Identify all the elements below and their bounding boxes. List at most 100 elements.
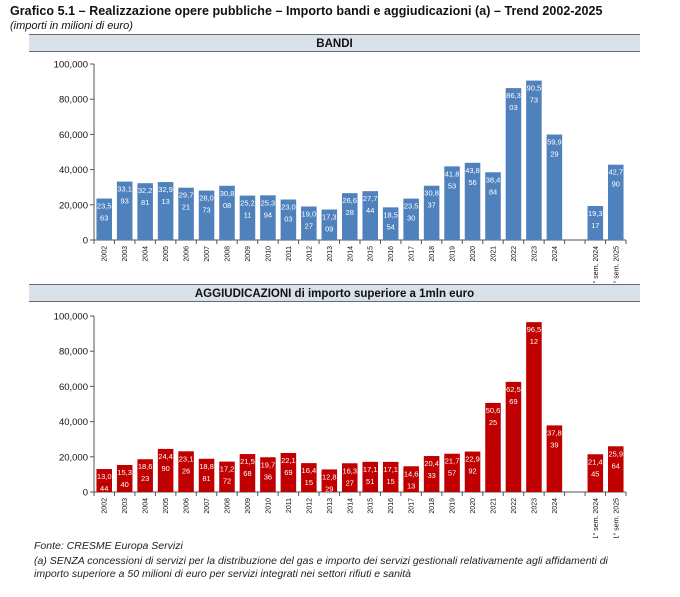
bar-value-label-continued: 56 xyxy=(468,178,476,187)
bar-value-label-continued: 23 xyxy=(141,474,149,483)
x-tick-label: 2012 xyxy=(306,498,313,514)
bar xyxy=(587,206,604,240)
bar-value-label: 28,0 xyxy=(199,194,214,203)
bar xyxy=(546,425,563,492)
x-tick-label: 2005 xyxy=(163,246,170,262)
bar-value-label: 42,7 xyxy=(608,168,623,177)
bar-value-label: 25,3 xyxy=(261,198,276,207)
bar-value-label-continued: 13 xyxy=(407,481,415,490)
bar-value-label: 26,6 xyxy=(342,196,357,205)
x-tick-label: 2002 xyxy=(102,498,109,514)
x-tick-label: 2009 xyxy=(245,246,252,262)
x-tick-label: 2011 xyxy=(286,246,293,261)
bar-value-label: 27,7 xyxy=(363,194,378,203)
bar xyxy=(341,193,358,240)
footnote-line-1: (a) SENZA concessioni di servizi per la … xyxy=(34,555,608,567)
bar-value-label-continued: 27 xyxy=(346,478,354,487)
x-tick-label: 2004 xyxy=(143,498,150,514)
bar xyxy=(362,461,379,492)
source-note: Fonte: CRESME Europa Servizi xyxy=(34,540,183,552)
bandi-chart-panel: BANDI 0 20,000 40,000 60,000 80,000 100,000 23… xyxy=(29,34,640,285)
bar-value-label: 21,7 xyxy=(445,457,460,466)
bar xyxy=(464,162,481,240)
bar-value-label: 25,9 xyxy=(608,449,623,458)
bar-value-label-continued: 51 xyxy=(366,477,374,486)
y-tick-label: 60,000 xyxy=(59,130,88,141)
x-tick-label: 2022 xyxy=(511,246,518,262)
bar-value-label-continued: 37 xyxy=(427,201,435,210)
bar xyxy=(362,191,379,240)
x-tick-label: 2019 xyxy=(450,246,457,262)
x-tick-label: 1° sem. 2025 xyxy=(612,498,620,538)
bar xyxy=(157,182,174,240)
bar xyxy=(178,451,194,492)
x-tick-label: 2017 xyxy=(409,498,416,514)
bar-value-label: 90,5 xyxy=(527,84,542,93)
bar-value-label: 30,8 xyxy=(424,189,439,198)
bar-value-label: 12,8 xyxy=(322,472,337,481)
x-tick-label: 2003 xyxy=(122,498,129,514)
bar-value-label: 23,0 xyxy=(281,203,296,212)
bar-value-label-continued: 73 xyxy=(202,206,210,215)
chart-title: Grafico 5.1 – Realizzazione opere pubbli… xyxy=(10,4,603,18)
y-tick-label: 20,000 xyxy=(59,452,88,463)
bar xyxy=(464,451,481,492)
x-tick-label: 2023 xyxy=(531,246,538,262)
x-tick-label: 2018 xyxy=(429,498,436,514)
x-tick-label: 2009 xyxy=(245,498,252,514)
bar xyxy=(321,209,338,240)
bar-value-label-continued: 12 xyxy=(530,337,538,346)
bar xyxy=(116,465,133,492)
bar-value-label: 41,8 xyxy=(445,169,460,178)
bar-value-label-continued: 33 xyxy=(427,471,435,480)
x-tick-label: 2015 xyxy=(368,246,375,262)
bar xyxy=(137,183,153,240)
bar-value-label-continued: 09 xyxy=(325,225,333,234)
bar xyxy=(96,198,113,240)
bar-value-label: 21,5 xyxy=(240,457,255,466)
x-tick-label: 1° sem. 2024 xyxy=(592,246,600,285)
bar xyxy=(157,448,174,492)
bar-value-label-continued: 81 xyxy=(141,198,149,207)
bar-value-label: 30,8 xyxy=(220,189,235,198)
bar-value-label: 22,9 xyxy=(465,455,480,464)
y-tick-label: 20,000 xyxy=(59,200,88,211)
bar-value-label-continued: 94 xyxy=(264,210,272,219)
bar-value-label: 29,7 xyxy=(179,191,194,200)
bar xyxy=(526,80,542,240)
bar-value-label-continued: 69 xyxy=(509,397,517,406)
x-tick-label: 2014 xyxy=(347,246,354,262)
bar xyxy=(280,199,297,240)
bar xyxy=(607,164,624,240)
x-tick-label: 2008 xyxy=(225,498,232,514)
y-tick-label: 60,000 xyxy=(59,382,88,393)
bar-value-label-continued: 29 xyxy=(325,484,333,493)
bar-value-label-continued: 40 xyxy=(121,480,129,489)
bar-value-label: 24,4 xyxy=(158,452,173,461)
bar xyxy=(587,454,604,492)
bar-value-label-continued: 13 xyxy=(161,197,169,206)
x-tick-label: 2006 xyxy=(184,498,191,514)
bar xyxy=(444,453,460,492)
bar-value-label-continued: 39 xyxy=(550,440,558,449)
x-tick-label: 2019 xyxy=(450,498,457,514)
bar-value-label: 38,4 xyxy=(486,175,501,184)
x-tick-label: 2013 xyxy=(327,246,334,262)
x-tick-label: 2010 xyxy=(265,498,272,514)
x-tick-label: 2017 xyxy=(409,246,416,262)
bar-value-label-continued: 11 xyxy=(244,211,252,220)
bar xyxy=(403,466,419,492)
x-tick-label: 1° sem. 2025 xyxy=(612,246,620,285)
bar xyxy=(260,195,276,240)
x-tick-label: 2007 xyxy=(204,246,211,262)
bar xyxy=(321,469,338,492)
bar xyxy=(444,166,460,240)
x-tick-label: 2021 xyxy=(491,498,498,514)
x-tick-label: 2012 xyxy=(306,246,313,262)
bar-value-label: 62,5 xyxy=(506,385,521,394)
bar xyxy=(505,88,522,240)
bar xyxy=(403,198,419,240)
bar xyxy=(423,456,440,492)
bar-value-label-continued: 44 xyxy=(366,206,374,215)
y-tick-label: 0 xyxy=(83,236,88,247)
